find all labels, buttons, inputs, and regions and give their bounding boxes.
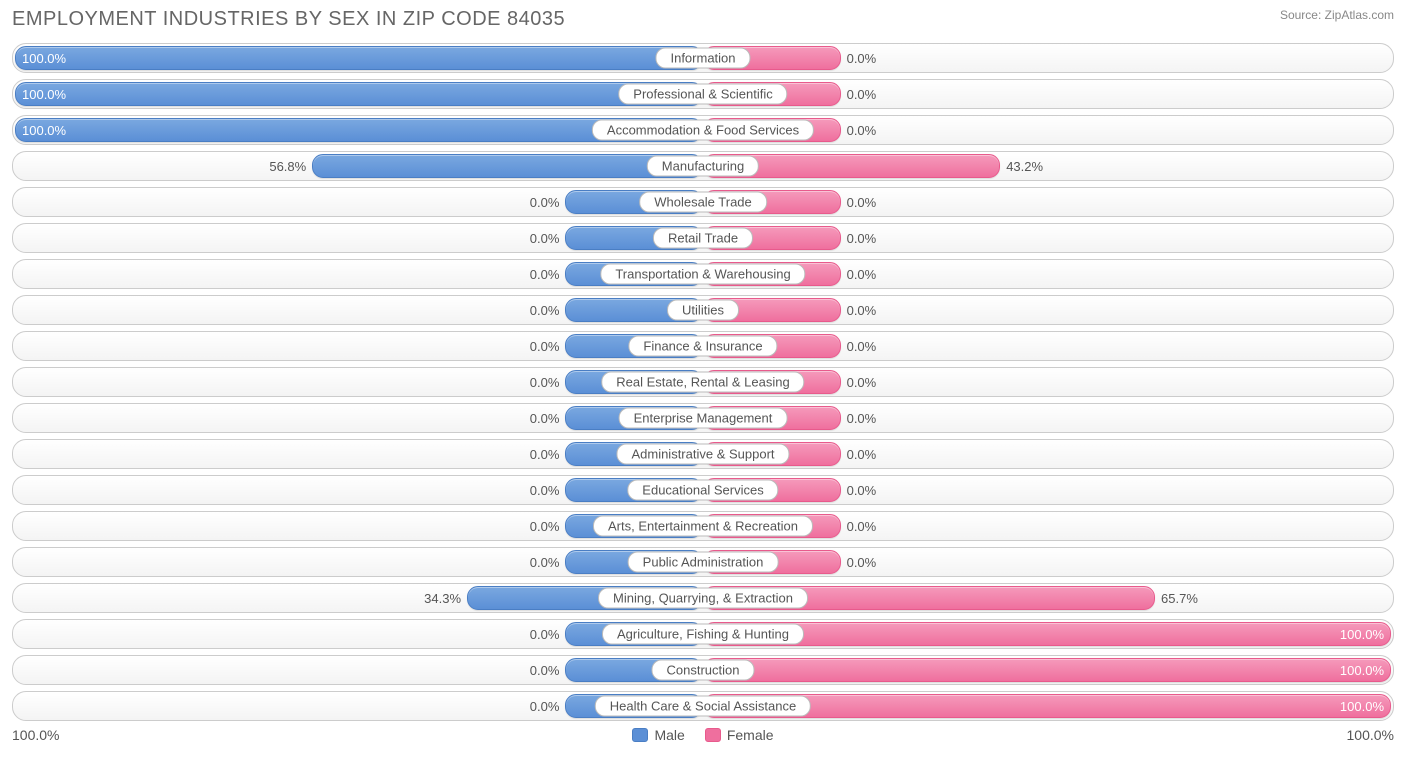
chart-row: 100.0% 0.0% Information (12, 43, 1394, 73)
male-pct: 100.0% (16, 51, 72, 66)
male-pct: 56.8% (263, 159, 312, 174)
male-pct: 0.0% (524, 231, 566, 246)
male-pct: 0.0% (524, 375, 566, 390)
category-label: Mining, Quarrying, & Extraction (598, 588, 808, 609)
employment-chart: 100.0% 0.0% Information 100.0% 0.0% Professio… (12, 43, 1394, 721)
male-bar (312, 154, 703, 178)
male-pct: 0.0% (524, 339, 566, 354)
category-label: Real Estate, Rental & Leasing (601, 372, 804, 393)
female-pct: 0.0% (841, 339, 883, 354)
legend-male-label: Male (654, 727, 684, 743)
male-bar: 100.0% (15, 46, 703, 70)
chart-source: Source: ZipAtlas.com (1280, 8, 1394, 22)
chart-row: 0.0% 0.0% Public Administration (12, 547, 1394, 577)
chart-row: 0.0% 0.0% Utilities (12, 295, 1394, 325)
male-swatch-icon (632, 728, 648, 742)
male-pct: 0.0% (524, 627, 566, 642)
female-bar: 100.0% (703, 658, 1391, 682)
male-bar: 100.0% (15, 82, 703, 106)
category-label: Accommodation & Food Services (592, 120, 814, 141)
chart-row: 0.0% 0.0% Enterprise Management (12, 403, 1394, 433)
axis-left-label: 100.0% (12, 727, 59, 743)
male-pct: 34.3% (418, 591, 467, 606)
female-pct: 0.0% (841, 87, 883, 102)
category-label: Transportation & Warehousing (600, 264, 805, 285)
female-pct: 0.0% (841, 51, 883, 66)
female-bar: 100.0% (703, 622, 1391, 646)
male-pct: 0.0% (524, 483, 566, 498)
chart-row: 0.0% 0.0% Transportation & Warehousing (12, 259, 1394, 289)
category-label: Retail Trade (653, 228, 753, 249)
female-pct: 100.0% (1334, 699, 1390, 714)
category-label: Agriculture, Fishing & Hunting (602, 624, 804, 645)
female-pct: 100.0% (1334, 663, 1390, 678)
category-label: Information (655, 48, 750, 69)
male-pct: 0.0% (524, 699, 566, 714)
female-pct: 0.0% (841, 375, 883, 390)
category-label: Public Administration (628, 552, 779, 573)
category-label: Educational Services (627, 480, 778, 501)
female-pct: 0.0% (841, 519, 883, 534)
chart-row: 56.8% 43.2% Manufacturing (12, 151, 1394, 181)
female-pct: 65.7% (1155, 591, 1204, 606)
category-label: Arts, Entertainment & Recreation (593, 516, 813, 537)
chart-row: 100.0% 0.0% Accommodation & Food Services (12, 115, 1394, 145)
female-pct: 100.0% (1334, 627, 1390, 642)
female-pct: 0.0% (841, 267, 883, 282)
chart-row: 0.0% 0.0% Wholesale Trade (12, 187, 1394, 217)
chart-row: 100.0% 0.0% Professional & Scientific (12, 79, 1394, 109)
male-pct: 0.0% (524, 303, 566, 318)
female-pct: 0.0% (841, 483, 883, 498)
category-label: Finance & Insurance (628, 336, 777, 357)
male-pct: 0.0% (524, 555, 566, 570)
axis-right-label: 100.0% (1347, 727, 1394, 743)
category-label: Enterprise Management (619, 408, 788, 429)
category-label: Utilities (667, 300, 739, 321)
female-pct: 0.0% (841, 303, 883, 318)
chart-row: 0.0% 100.0% Health Care & Social Assistanc… (12, 691, 1394, 721)
female-pct: 0.0% (841, 555, 883, 570)
female-pct: 0.0% (841, 195, 883, 210)
category-label: Wholesale Trade (639, 192, 767, 213)
female-pct: 0.0% (841, 123, 883, 138)
chart-row: 0.0% 100.0% Agriculture, Fishing & Hunting (12, 619, 1394, 649)
female-swatch-icon (705, 728, 721, 742)
legend-male: Male (632, 727, 684, 743)
male-pct: 0.0% (524, 195, 566, 210)
chart-row: 34.3% 65.7% Mining, Quarrying, & Extractio… (12, 583, 1394, 613)
male-pct: 100.0% (16, 123, 72, 138)
legend-female-label: Female (727, 727, 774, 743)
chart-row: 0.0% 0.0% Administrative & Support (12, 439, 1394, 469)
chart-row: 0.0% 100.0% Construction (12, 655, 1394, 685)
chart-row: 0.0% 0.0% Retail Trade (12, 223, 1394, 253)
female-pct: 43.2% (1000, 159, 1049, 174)
chart-row: 0.0% 0.0% Real Estate, Rental & Leasing (12, 367, 1394, 397)
chart-row: 0.0% 0.0% Arts, Entertainment & Recreation (12, 511, 1394, 541)
male-pct: 0.0% (524, 267, 566, 282)
legend-female: Female (705, 727, 774, 743)
male-pct: 0.0% (524, 519, 566, 534)
legend: Male Female (632, 727, 773, 743)
male-pct: 0.0% (524, 447, 566, 462)
male-pct: 0.0% (524, 411, 566, 426)
chart-row: 0.0% 0.0% Finance & Insurance (12, 331, 1394, 361)
female-pct: 0.0% (841, 447, 883, 462)
category-label: Administrative & Support (616, 444, 789, 465)
male-pct: 0.0% (524, 663, 566, 678)
category-label: Health Care & Social Assistance (595, 696, 811, 717)
chart-title: EMPLOYMENT INDUSTRIES BY SEX IN ZIP CODE… (12, 8, 565, 31)
chart-header: EMPLOYMENT INDUSTRIES BY SEX IN ZIP CODE… (12, 8, 1394, 31)
category-label: Professional & Scientific (618, 84, 787, 105)
chart-row: 0.0% 0.0% Educational Services (12, 475, 1394, 505)
category-label: Manufacturing (647, 156, 759, 177)
female-pct: 0.0% (841, 411, 883, 426)
female-pct: 0.0% (841, 231, 883, 246)
male-pct: 100.0% (16, 87, 72, 102)
chart-footer: 100.0% Male Female 100.0% (12, 727, 1394, 743)
category-label: Construction (652, 660, 755, 681)
